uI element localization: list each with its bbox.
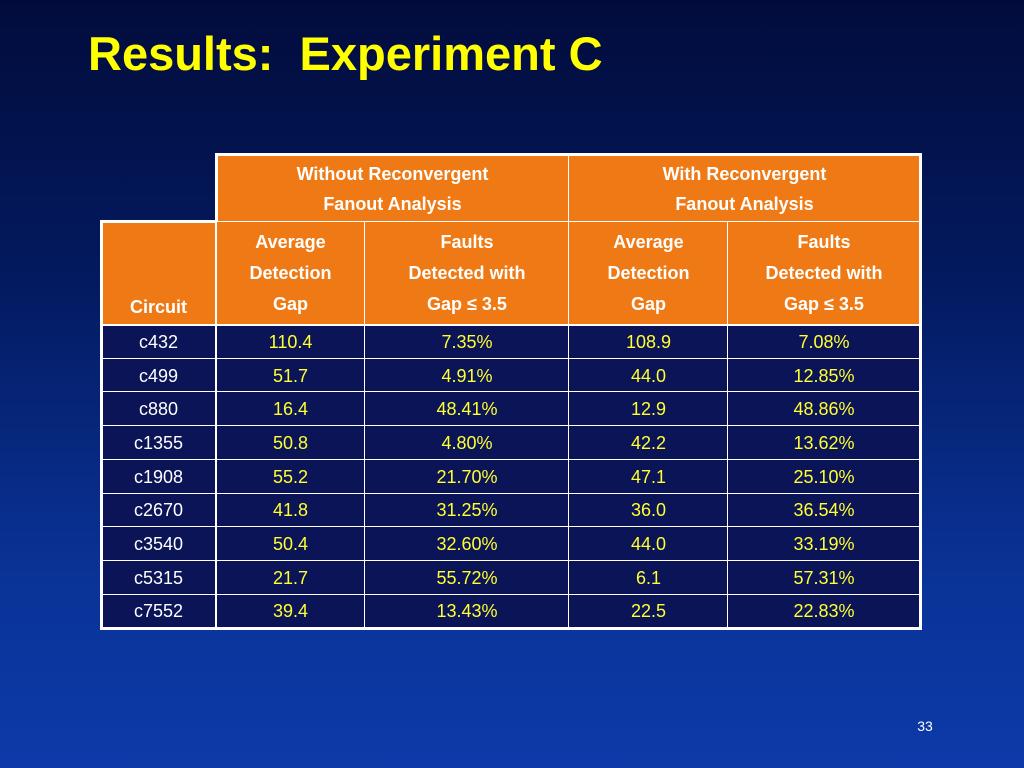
table-value-cell: 13.62%	[728, 426, 920, 460]
table-border-bottom	[100, 627, 922, 631]
circuit-name-cell: c499	[101, 358, 216, 393]
table-value-cell: 50.4	[216, 527, 365, 561]
faults-detected-without-header: Faults Detected with Gap ≤ 3.5	[365, 222, 569, 325]
faults-detected-with-header: Faults Detected with Gap ≤ 3.5	[728, 222, 920, 325]
grid-line-h	[101, 526, 920, 527]
grid-line-h	[101, 391, 920, 392]
table-value-cell: 12.85%	[728, 358, 920, 393]
grid-line-h	[101, 425, 920, 426]
table-value-cell: 22.83%	[728, 594, 920, 629]
circuit-name-cell: c3540	[101, 527, 216, 561]
table-value-cell: 51.7	[216, 358, 365, 393]
table-value-cell: 4.80%	[365, 426, 569, 460]
table-border-left	[100, 220, 103, 630]
table-value-cell: 55.2	[216, 459, 365, 494]
table-value-cell: 21.70%	[365, 459, 569, 494]
table-value-cell: 50.8	[216, 426, 365, 460]
grid-line-h	[101, 560, 920, 561]
table-value-cell: 110.4	[216, 325, 365, 359]
page-number: 33	[917, 718, 933, 734]
grid-line-h	[101, 594, 920, 595]
circuit-name-cell: c7552	[101, 594, 216, 629]
table-value-cell: 31.25%	[365, 493, 569, 528]
table-value-cell: 48.41%	[365, 392, 569, 427]
table-value-cell: 41.8	[216, 493, 365, 528]
table-value-cell: 47.1	[569, 459, 728, 494]
table-value-cell: 7.35%	[365, 325, 569, 359]
table-value-cell: 7.08%	[728, 325, 920, 359]
table-value-cell: 48.86%	[728, 392, 920, 427]
table-value-cell: 32.60%	[365, 527, 569, 561]
table-value-cell: 108.9	[569, 325, 728, 359]
table-value-cell: 25.10%	[728, 459, 920, 494]
avg-gap-with-header: Average Detection Gap	[569, 222, 728, 325]
table-value-cell: 44.0	[569, 527, 728, 561]
group-header-with-reconvergent: With Reconvergent Fanout Analysis	[569, 155, 920, 222]
circuit-name-cell: c432	[101, 325, 216, 359]
table-value-cell: 4.91%	[365, 358, 569, 393]
table-value-cell: 36.54%	[728, 493, 920, 528]
table-value-cell: 42.2	[569, 426, 728, 460]
table-value-cell: 36.0	[569, 493, 728, 528]
group-header-without-reconvergent: Without Reconvergent Fanout Analysis	[216, 155, 569, 222]
circuit-name-cell: c5315	[101, 560, 216, 595]
grid-line-h	[216, 221, 920, 222]
grid-line-h	[101, 358, 920, 359]
table-border-right	[919, 153, 922, 630]
table-border-left-group	[215, 153, 218, 222]
table-value-cell: 6.1	[569, 560, 728, 595]
circuit-name-cell: c1355	[101, 426, 216, 460]
grid-line-h	[101, 459, 920, 460]
table-value-cell: 22.5	[569, 594, 728, 629]
table-value-cell: 33.19%	[728, 527, 920, 561]
table-value-cell: 12.9	[569, 392, 728, 427]
table-value-cell: 21.7	[216, 560, 365, 595]
table-value-cell: 16.4	[216, 392, 365, 427]
table-value-cell: 39.4	[216, 594, 365, 629]
grid-line-h	[101, 324, 920, 326]
circuit-name-cell: c1908	[101, 459, 216, 494]
table-value-cell: 57.31%	[728, 560, 920, 595]
table-border-top-circuit	[100, 220, 217, 223]
table-value-cell: 13.43%	[365, 594, 569, 629]
table-border-top	[215, 153, 922, 156]
table-value-cell: 44.0	[569, 358, 728, 393]
table-value-cell: 55.72%	[365, 560, 569, 595]
grid-line-h	[101, 493, 920, 494]
slide-title: Results: Experiment C	[88, 27, 603, 80]
circuit-column-header: Circuit	[101, 222, 216, 325]
circuit-name-cell: c2670	[101, 493, 216, 528]
circuit-name-cell: c880	[101, 392, 216, 427]
avg-gap-without-header: Average Detection Gap	[216, 222, 365, 325]
